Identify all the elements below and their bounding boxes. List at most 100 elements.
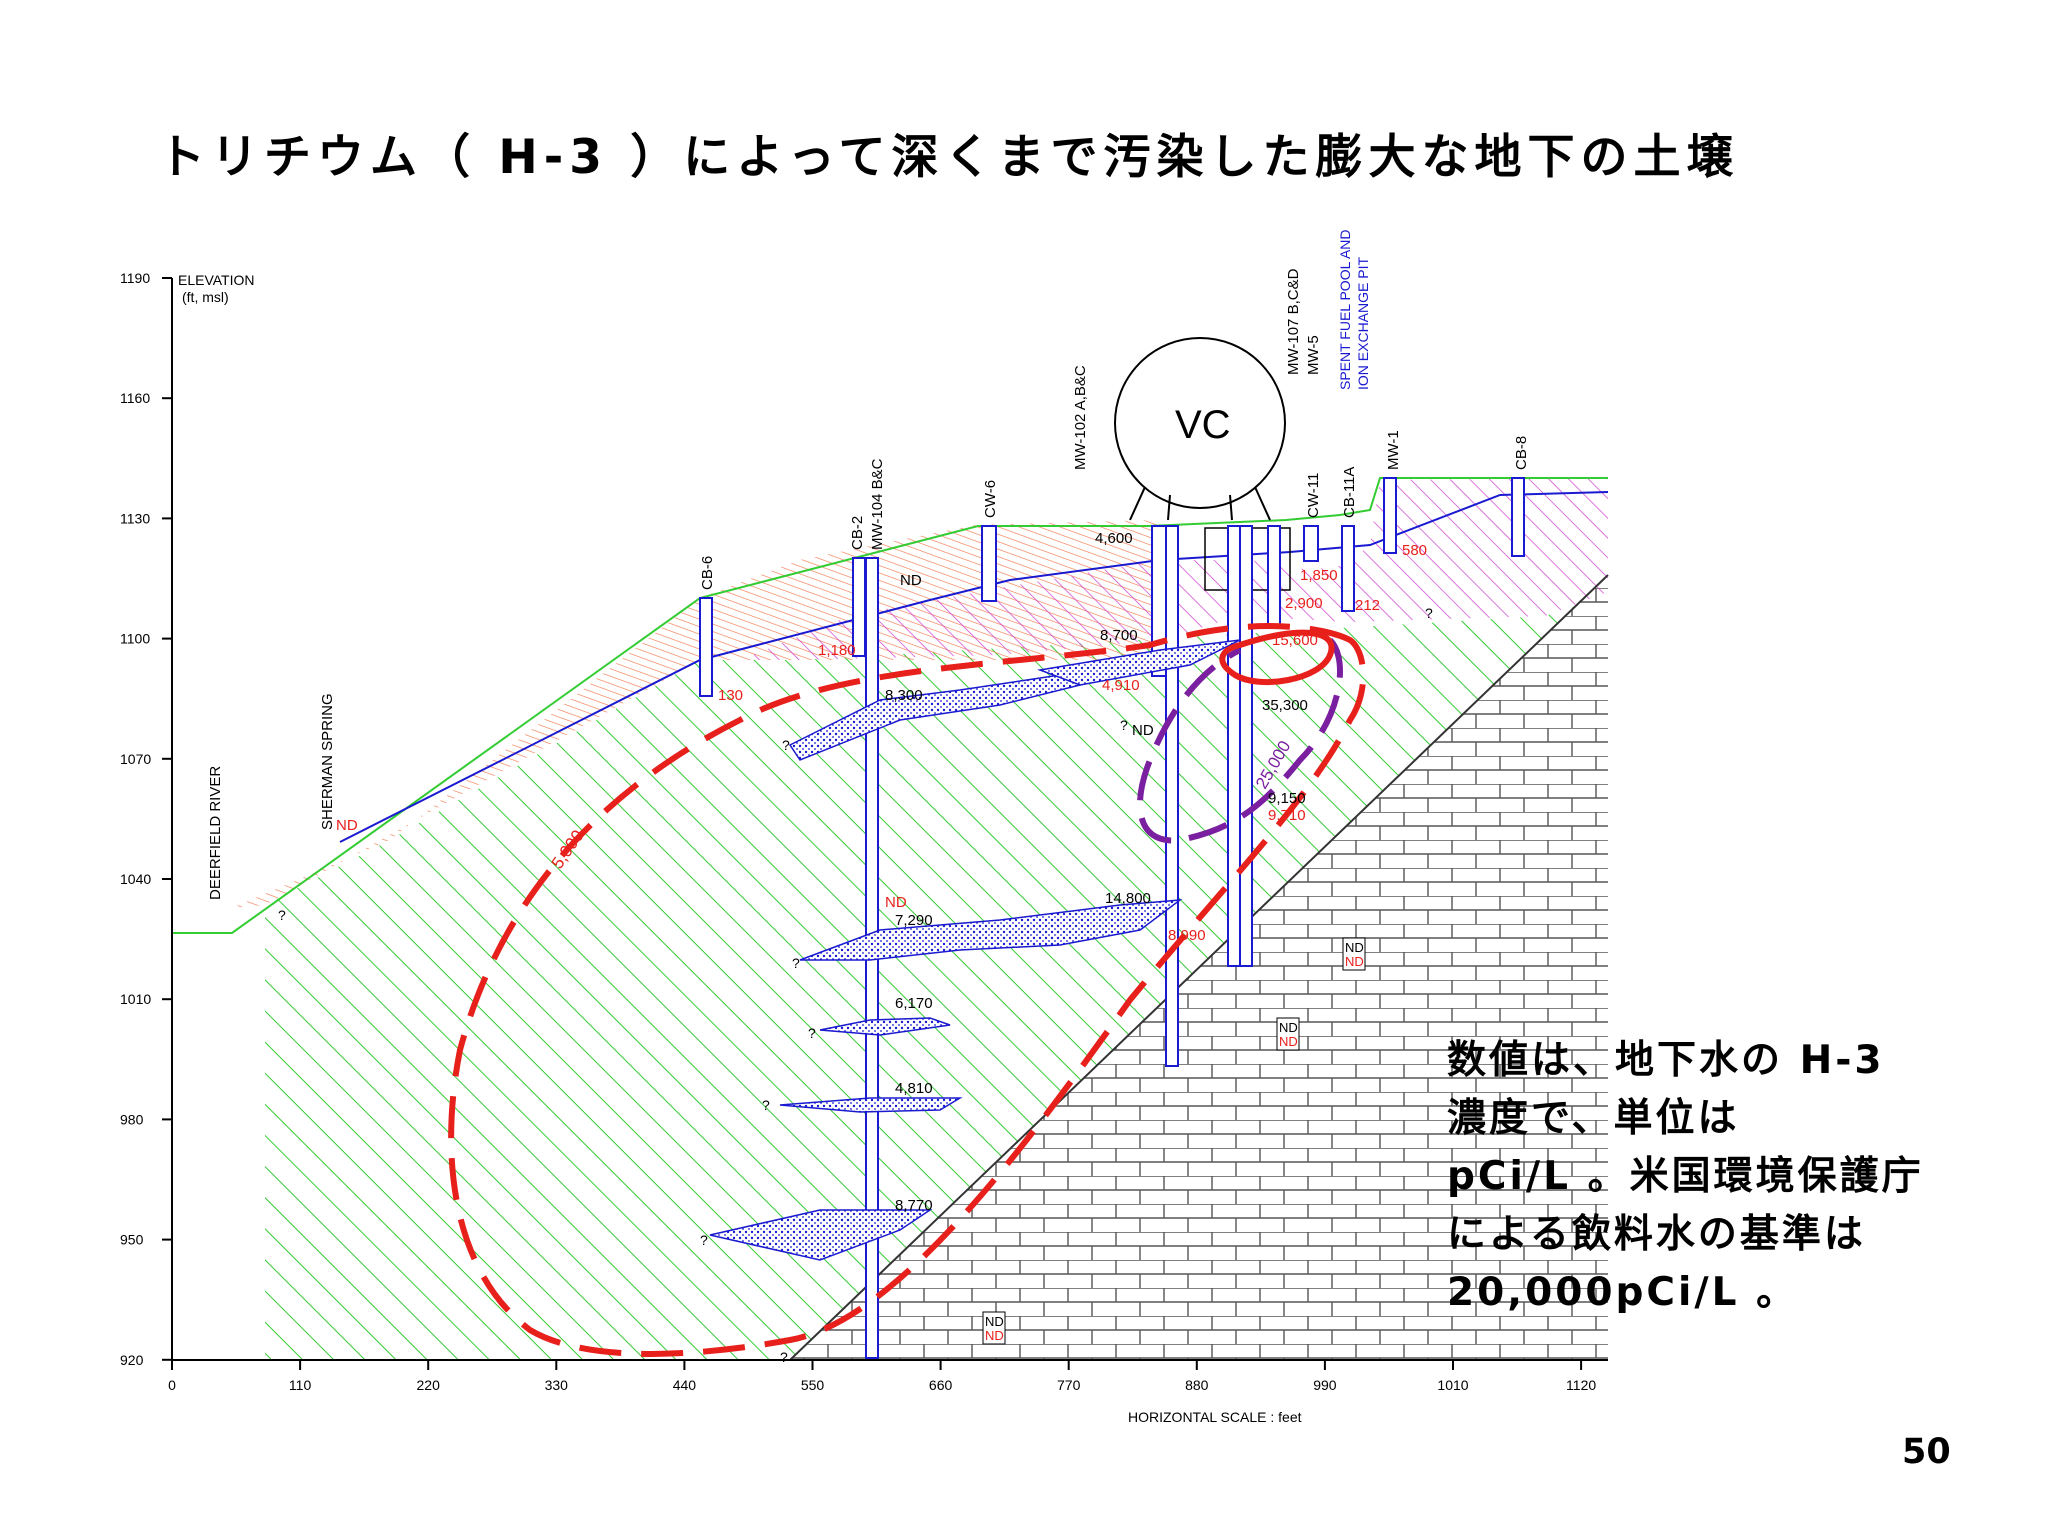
nd-box-label: ND [1279, 1034, 1298, 1049]
conc-label: 14,800 [1105, 890, 1151, 907]
y-tick-label: 920 [120, 1352, 144, 1368]
plume-lens [799, 899, 1183, 961]
well-mw-102-deep [1165, 525, 1179, 1067]
x-tick-label: 990 [1313, 1377, 1337, 1393]
fuel-pool-label-2: ION EXCHANGE PIT [1355, 257, 1371, 390]
question-mark: ? [808, 1025, 816, 1041]
question-mark: ? [762, 1097, 770, 1113]
vc-vessel: VC [1114, 337, 1286, 521]
well-mw-107-b [1239, 525, 1253, 967]
conc-label-red: ND [885, 894, 907, 911]
conc-label-red: 9,710 [1268, 807, 1306, 824]
y-tick-label: 1100 [120, 631, 150, 647]
conc-label: ND [1132, 722, 1154, 739]
x-tick-label: 440 [673, 1377, 697, 1393]
y-tick-label: 1040 [120, 871, 151, 887]
x-tick-label: 880 [1185, 1377, 1209, 1393]
y-tick-label: 1190 [120, 270, 150, 286]
question-mark: ? [782, 737, 790, 753]
note-line: pCi/L 。米国環境保護庁 [1447, 1154, 1924, 1199]
bedrock-surface [789, 574, 1609, 1361]
nd-box-label: ND [1345, 954, 1364, 969]
conc-label-red: 1,180 [818, 642, 856, 659]
x-tick-label: 1120 [1566, 1377, 1596, 1393]
note-line: 数値は、地下水の H-3 [1447, 1038, 1885, 1083]
well-mw-107 [1227, 525, 1241, 967]
conc-label: 7,290 [895, 912, 933, 929]
x-tick-label: 110 [289, 1377, 312, 1393]
y-tick-label: 1160 [120, 390, 150, 406]
x-tick-label: 770 [1057, 1377, 1081, 1393]
question-mark: ? [700, 1232, 708, 1248]
well-label: CW-6 [982, 480, 999, 518]
nd-box-label: ND [985, 1328, 1004, 1343]
conc-label: 4,810 [895, 1080, 933, 1097]
conc-label-red: 4,910 [1102, 677, 1140, 694]
conc-label-red: ND [336, 817, 358, 834]
well-cb-8 [1511, 477, 1525, 557]
y-tick-label: 1010 [120, 991, 151, 1007]
conc-label: 8,700 [1100, 627, 1138, 644]
conc-label-red: 15,600 [1272, 632, 1318, 649]
conc-label: 8,300 [885, 687, 923, 704]
y-tick-label: 950 [120, 1232, 144, 1248]
conc-label: 4,600 [1095, 530, 1133, 547]
well-cb-6 [699, 597, 713, 697]
conc-label: 6,170 [895, 995, 933, 1012]
contour-25000 [1137, 637, 1343, 844]
well-mw-5 [1267, 525, 1281, 627]
y-tick-label: 980 [120, 1111, 144, 1127]
nd-box [982, 1311, 1006, 1345]
vessel-label: VC [1175, 403, 1231, 447]
conc-label: ND [900, 572, 922, 589]
well-label: CW-11 [1305, 473, 1322, 518]
well-cw-6 [981, 525, 997, 602]
conc-label: 8,770 [895, 1197, 933, 1214]
note-line: 濃度で、単位は [1447, 1096, 1740, 1141]
x-tick-label: 1010 [1437, 1377, 1468, 1393]
x-tick-label: 550 [801, 1377, 825, 1393]
well-label: CB-8 [1513, 436, 1530, 470]
river-label: DEERFIELD RIVER [207, 766, 224, 900]
question-mark: ? [1425, 605, 1433, 621]
well-label: CB-2 [849, 516, 866, 550]
well-label: MW-5 [1305, 335, 1322, 375]
fuel-pool-label-1: SPENT FUEL POOL AND [1337, 229, 1353, 390]
plume-lens [779, 1097, 963, 1113]
well-label: MW-102 A,B&C [1072, 365, 1089, 470]
x-axis-ticks: 0 110 220 330 440 550 660 770 880 990 1010 1120 [168, 1360, 1596, 1393]
contour-5000 [448, 623, 1367, 1357]
x-tick-label: 660 [929, 1377, 953, 1393]
contour-inner [1219, 629, 1335, 685]
conc-label: 35,300 [1262, 697, 1308, 714]
nd-box-label: ND [1279, 1020, 1298, 1035]
conc-label-red: 130 [718, 687, 743, 704]
x-tick-label: 220 [417, 1377, 441, 1393]
well-mw-1 [1383, 477, 1397, 554]
well-label: MW-107 B,C&D [1285, 268, 1302, 375]
question-mark: ? [780, 1349, 788, 1365]
well-cb-11a [1341, 525, 1355, 612]
nd-box-label: ND [1345, 940, 1364, 955]
spring-label: SHERMAN SPRING [319, 693, 336, 830]
conc-label-red: 1,850 [1300, 567, 1338, 584]
page-number: 50 [1902, 1432, 1951, 1472]
conc-label-red: 212 [1355, 597, 1380, 614]
nd-box-label: ND [985, 1314, 1004, 1329]
question-mark: ? [792, 955, 800, 971]
note-line: による飲料水の基準は [1447, 1212, 1866, 1257]
nd-box [1342, 937, 1366, 971]
elevation-label: ELEVATION [178, 272, 255, 288]
question-mark: ? [1120, 717, 1128, 733]
nd-box [1276, 1017, 1300, 1051]
slide-title: トリチウム（ H-3 ）によって深くまで汚染した膨大な地下の土壌 [158, 130, 1740, 185]
note-line: 20,000pCi/L 。 [1447, 1270, 1799, 1315]
conc-label: 9,150 [1268, 790, 1306, 807]
note-text: 数値は、地下水の H-3 濃度で、単位は pCi/L 。米国環境保護庁 による飲… [1447, 1032, 2007, 1322]
x-tick-label: 330 [545, 1377, 569, 1393]
y-tick-label: 1130 [120, 510, 150, 526]
elevation-unit: (ft, msl) [182, 289, 229, 305]
x-tick-label: 0 [168, 1377, 176, 1393]
plume-lens [1037, 639, 1241, 686]
